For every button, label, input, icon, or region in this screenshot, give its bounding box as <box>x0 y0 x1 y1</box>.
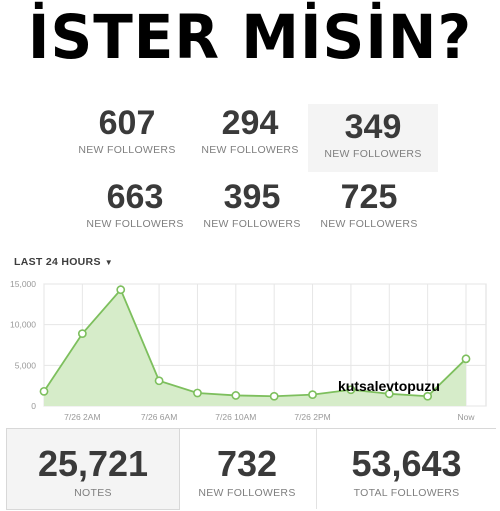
stat-label: NEW FOLLOWERS <box>86 218 184 230</box>
stat-value: 294 <box>221 104 279 142</box>
data-point <box>39 386 49 396</box>
data-point <box>308 390 317 400</box>
stat-value: 607 <box>98 104 156 142</box>
stat-label: NEW FOLLOWERS <box>324 148 422 160</box>
stat-label: NEW FOLLOWERS <box>78 144 176 156</box>
x-tick-label: 7/26 6AM <box>141 412 177 422</box>
time-range-label: LAST 24 HOURS <box>14 256 101 268</box>
footer-value: 53,643 <box>351 443 462 484</box>
data-point <box>154 376 164 386</box>
stat-label: NEW FOLLOWERS <box>203 218 301 230</box>
data-point <box>77 329 87 339</box>
x-tick-label: 7/26 2AM <box>64 412 100 422</box>
data-point <box>193 388 202 398</box>
watermark-text: kutsalevtopuzu <box>338 378 440 394</box>
data-point <box>269 391 279 401</box>
footer-label: NEW FOLLOWERS <box>198 487 296 499</box>
stat-value: 663 <box>106 178 164 216</box>
stat-label: NEW FOLLOWERS <box>201 144 299 156</box>
stat-label: NEW FOLLOWERS <box>320 218 418 230</box>
footer-new-followers[interactable]: 732 NEW FOLLOWERS <box>179 429 315 509</box>
stat-new-followers-5: 395 NEW FOLLOWERS <box>187 178 317 230</box>
data-point <box>423 391 433 401</box>
stat-new-followers-1: 607 NEW FOLLOWERS <box>62 104 192 156</box>
summary-footer: 25,721 NOTES 732 NEW FOLLOWERS 53,643 TO… <box>6 428 496 511</box>
y-tick-label: 15,000 <box>10 279 36 289</box>
stat-value: 349 <box>344 108 402 146</box>
data-point <box>384 389 394 399</box>
stat-value: 725 <box>340 178 398 216</box>
data-point <box>116 285 126 295</box>
y-tick-label: 10,000 <box>10 320 36 330</box>
footer-label: NOTES <box>74 487 112 499</box>
x-tick-label: 7/26 10AM <box>215 412 256 422</box>
x-tick-label: Now <box>457 412 475 422</box>
series-area <box>44 289 466 406</box>
stat-new-followers-6: 725 NEW FOLLOWERS <box>304 178 434 230</box>
footer-total-followers[interactable]: 53,643 TOTAL FOLLOWERS <box>317 429 496 509</box>
y-tick-label: 0 <box>31 401 36 411</box>
footer-divider <box>316 429 317 509</box>
series-line <box>43 288 467 398</box>
stat-new-followers-2: 294 NEW FOLLOWERS <box>185 104 315 156</box>
banner-title: İSTER MİSİN? <box>27 1 473 73</box>
x-tick-label: 7/26 2PM <box>294 412 330 422</box>
footer-label: TOTAL FOLLOWERS <box>353 487 460 499</box>
stat-value: 395 <box>223 178 281 216</box>
y-tick-label: 5,000 <box>15 360 37 370</box>
followers-area-chart: 0 5,000 10,000 15,000 7/26 2AM 7/26 6AM 7/26 1… <box>10 279 487 422</box>
time-range-dropdown[interactable]: LAST 24 HOURS ▼ <box>14 256 113 268</box>
data-point <box>231 391 241 400</box>
data-point <box>346 385 356 395</box>
caret-down-icon: ▼ <box>104 258 113 267</box>
footer-value: 732 <box>216 443 278 484</box>
data-point <box>461 354 471 364</box>
stat-new-followers-3: 349 NEW FOLLOWERS <box>308 104 438 172</box>
footer-notes[interactable]: 25,721 NOTES <box>6 429 180 510</box>
stat-new-followers-4: 663 NEW FOLLOWERS <box>70 178 200 230</box>
footer-value: 25,721 <box>37 443 149 484</box>
